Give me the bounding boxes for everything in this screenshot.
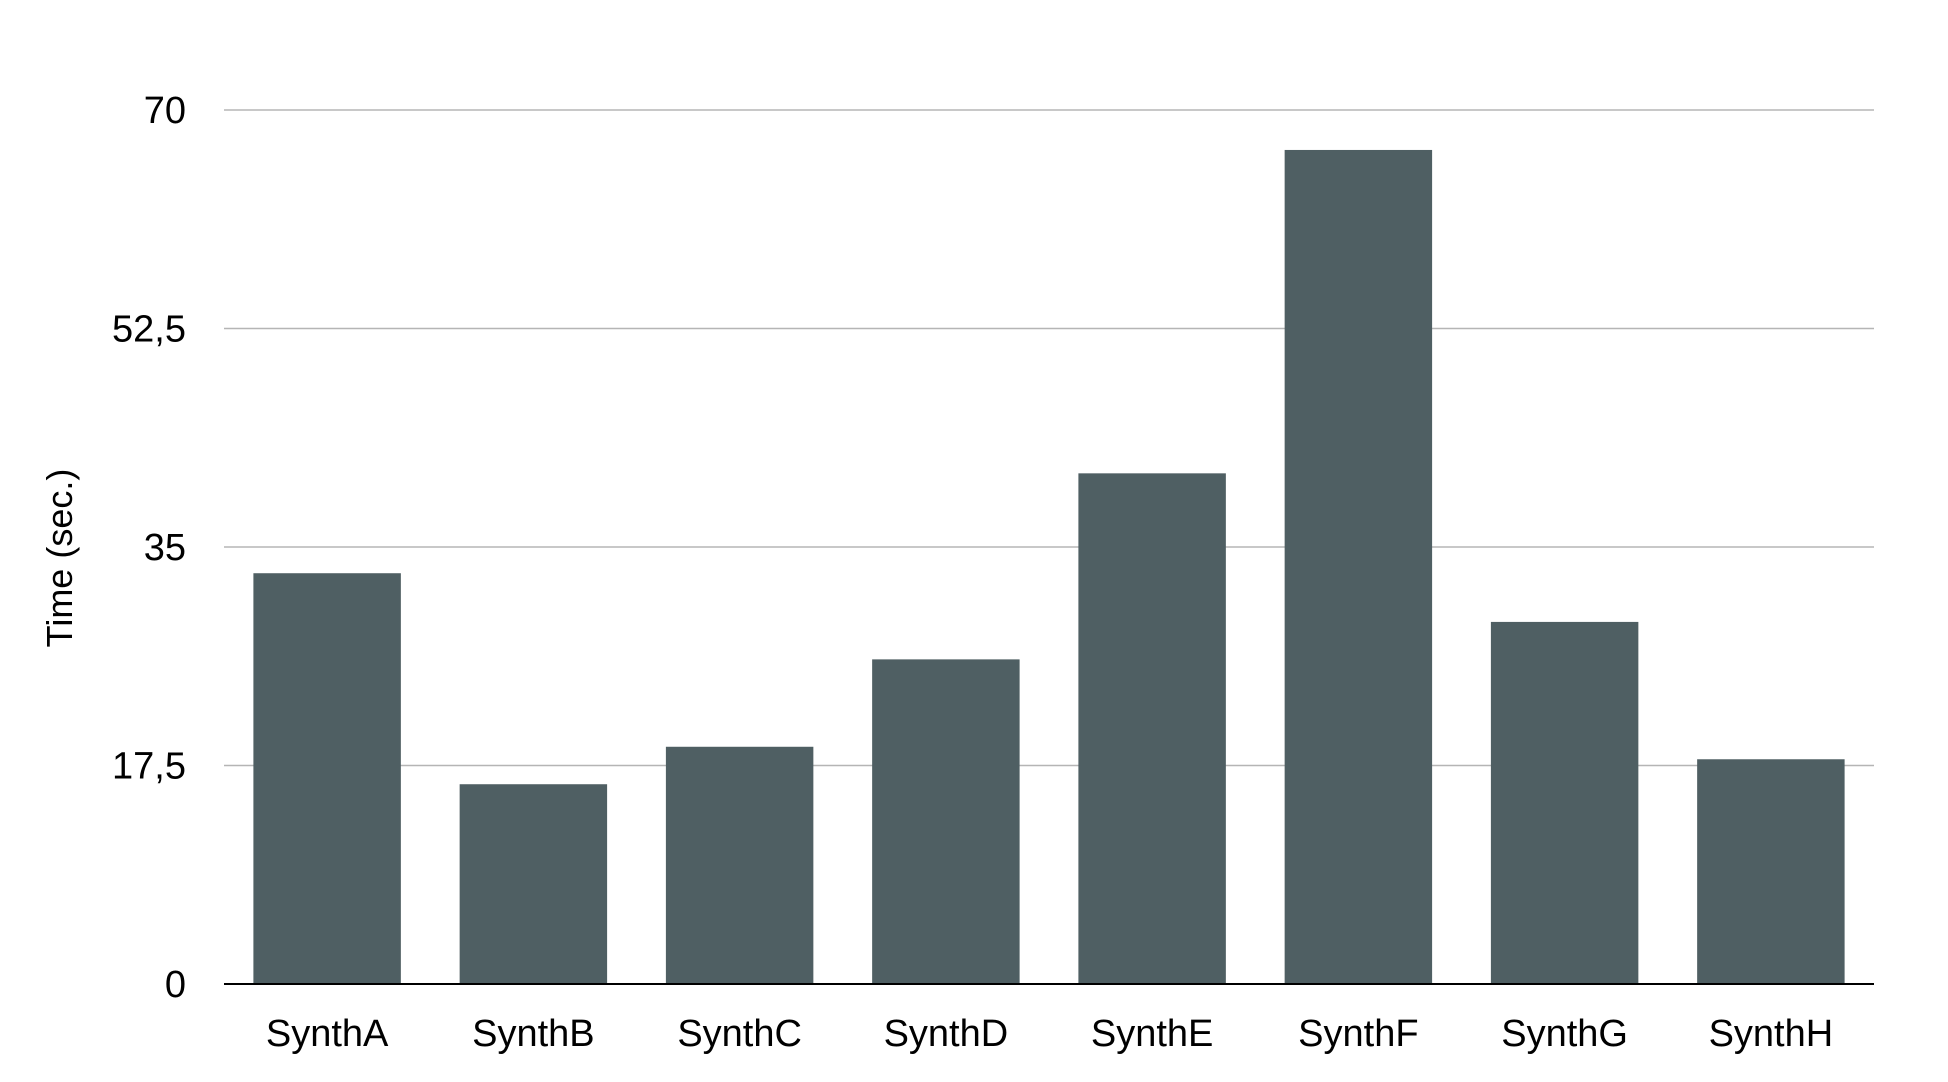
x-tick-label: SynthD [884,1013,1009,1055]
bars [253,149,1845,984]
bar [665,746,814,984]
y-tick-label: 0 [165,964,186,1006]
bar [1697,759,1845,984]
x-tick-label: SynthG [1501,1013,1628,1055]
x-axis-ticks: SynthA SynthB SynthC SynthD SynthE SynthF Synt… [266,1013,1833,1055]
y-tick-label: 52,5 [112,309,186,351]
y-axis-ticks: 0 17,5 35 52,5 70 [112,90,186,1006]
y-tick-label: 17,5 [112,746,186,788]
bar [459,784,608,984]
y-tick-label: 70 [144,90,186,132]
y-axis-title: Time (sec.) [39,469,80,648]
x-tick-label: SynthB [472,1013,595,1055]
x-tick-label: SynthE [1091,1013,1214,1055]
bar [1284,149,1433,984]
x-tick-label: SynthH [1709,1013,1834,1055]
y-tick-label: 35 [144,527,186,569]
bar [1490,621,1639,984]
bar [253,573,401,984]
x-tick-label: SynthC [677,1013,802,1055]
x-tick-label: SynthF [1298,1013,1418,1055]
x-tick-label: SynthA [266,1013,389,1055]
bar [872,659,1020,984]
bar [1078,473,1226,984]
